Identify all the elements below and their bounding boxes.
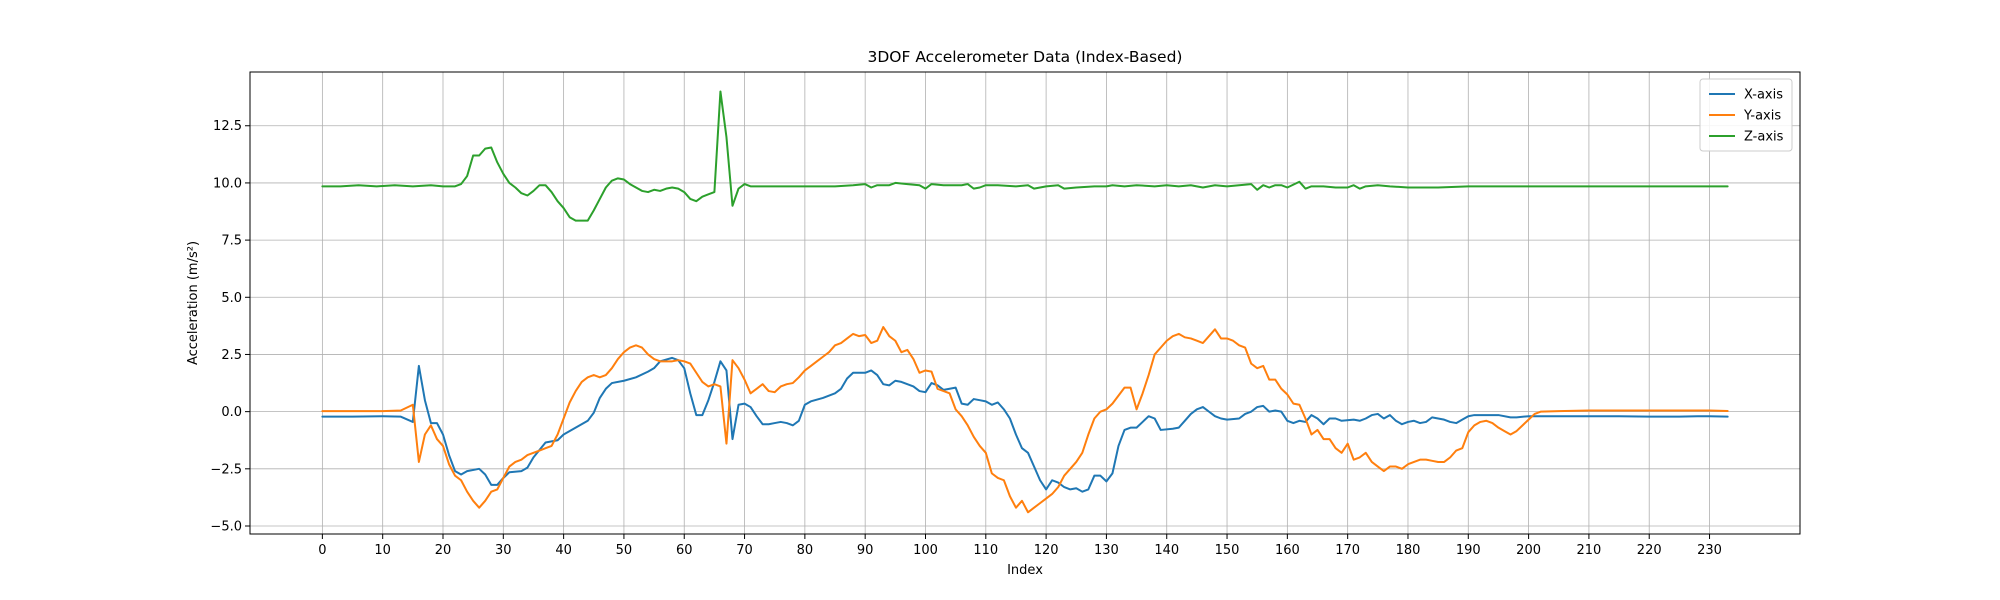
x-tick-label: 220 <box>1637 543 1662 558</box>
y-tick-label: 12.5 <box>213 119 242 134</box>
axis-ticks: 0 10 20 30 40 50 60 70 80 90 100 110 120 130 140 150 160… <box>210 119 1722 558</box>
x-tick-label: 80 <box>797 543 814 558</box>
x-tick-label: 120 <box>1034 543 1059 558</box>
x-tick-label: 180 <box>1396 543 1421 558</box>
plot-frame <box>249 71 1801 535</box>
y-tick-label: 10.0 <box>213 176 242 191</box>
x-tick-label: 30 <box>495 543 512 558</box>
x-tick-label: 60 <box>676 543 693 558</box>
x-tick-label: 160 <box>1275 543 1300 558</box>
x-tick-label: 130 <box>1094 543 1119 558</box>
legend-label: Y-axis <box>1743 109 1781 124</box>
x-tick-label: 10 <box>374 543 391 558</box>
legend: X-axis Y-axis Z-axis <box>1699 78 1793 152</box>
grid-lines <box>250 72 1800 534</box>
x-tick-label: 90 <box>857 543 874 558</box>
x-tick-label: 140 <box>1154 543 1179 558</box>
x-tick-label: 200 <box>1516 543 1541 558</box>
series-line-y-axis <box>321 326 1729 514</box>
x-tick-label: 20 <box>435 543 452 558</box>
series-lines <box>321 90 1729 514</box>
chart-title: 3DOF Accelerometer Data (Index-Based) <box>868 48 1183 66</box>
plot-area <box>250 72 1800 534</box>
x-axis-label: Index <box>1007 563 1043 578</box>
x-tick-label: 100 <box>913 543 938 558</box>
x-tick-label: 70 <box>736 543 753 558</box>
legend-label: Z-axis <box>1744 130 1784 145</box>
y-axis-label: Acceleration (m/s²) <box>186 241 201 365</box>
y-tick-label: 7.5 <box>221 234 242 249</box>
y-tick-label: 5.0 <box>221 291 242 306</box>
series-line-z-axis <box>321 90 1729 222</box>
y-tick-label: −2.5 <box>210 462 242 477</box>
x-tick-label: 190 <box>1456 543 1481 558</box>
x-tick-label: 50 <box>616 543 633 558</box>
x-tick-label: 40 <box>555 543 572 558</box>
legend-label: X-axis <box>1744 88 1783 103</box>
y-tick-label: −5.0 <box>210 519 242 534</box>
y-tick-label: 2.5 <box>221 348 242 363</box>
x-tick-label: 170 <box>1335 543 1360 558</box>
x-tick-label: 150 <box>1215 543 1240 558</box>
y-tick-label: 0.0 <box>221 405 242 420</box>
x-tick-label: 230 <box>1697 543 1722 558</box>
x-tick-label: 0 <box>318 543 326 558</box>
legend-frame <box>1699 78 1793 152</box>
series-line-x-axis <box>321 356 1729 493</box>
x-tick-label: 210 <box>1576 543 1601 558</box>
x-tick-label: 110 <box>973 543 998 558</box>
